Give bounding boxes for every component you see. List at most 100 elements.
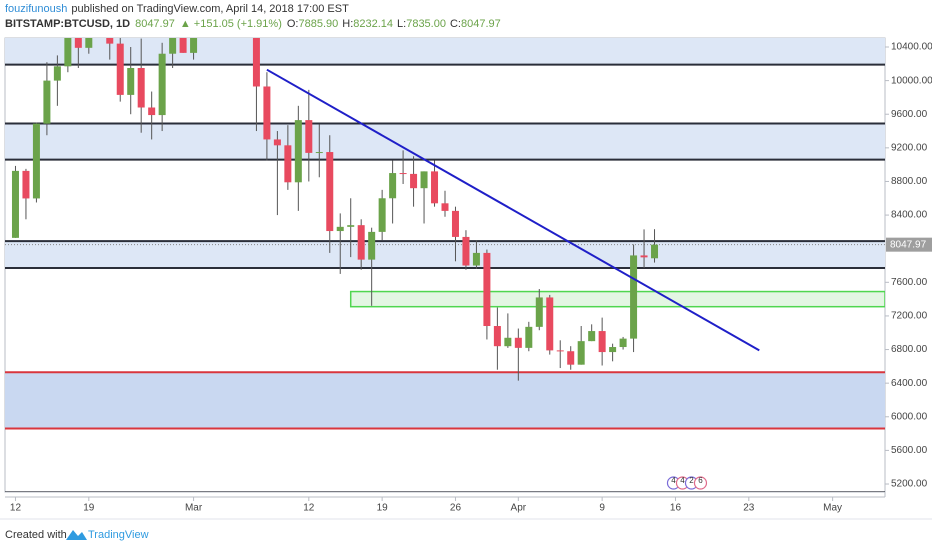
zone [5, 38, 885, 65]
x-tick-label: Apr [511, 503, 527, 514]
zone [5, 241, 885, 269]
box-zone [349, 290, 885, 308]
candle-body [74, 38, 82, 48]
candle-body [336, 226, 344, 232]
candle-body [431, 171, 439, 204]
candle-body [305, 120, 313, 153]
candle-body [410, 173, 418, 189]
candle-body [32, 123, 40, 199]
candle-body [315, 152, 323, 154]
y-tick-label: 7200.00 [891, 311, 928, 322]
event-badge [693, 476, 708, 490]
candle-body [378, 198, 386, 232]
candle-body [514, 337, 522, 348]
footer-brand: TradingView [88, 529, 149, 541]
x-tick-label: 19 [377, 503, 389, 514]
candle-body [158, 53, 166, 116]
candle-body [127, 68, 135, 95]
x-tick-label: May [823, 503, 842, 514]
y-tick-label: 6400.00 [891, 378, 928, 389]
zone [5, 372, 885, 429]
candle-body [11, 170, 19, 238]
y-tick-label: 5200.00 [891, 479, 928, 490]
y-tick-label: 10000.00 [891, 75, 932, 86]
x-tick-label: 12 [10, 503, 22, 514]
l-value: 7835.00 [406, 18, 446, 30]
x-tick-label: 26 [450, 503, 462, 514]
candle-body [53, 66, 61, 81]
candle-body [252, 38, 260, 87]
x-tick-label: 9 [599, 503, 605, 514]
candle-body [451, 210, 459, 237]
c-label: C: [450, 18, 461, 30]
candle-body [609, 347, 617, 353]
event-badge-label: 6 [698, 476, 703, 485]
candle-body [462, 236, 470, 266]
candle-body [284, 145, 292, 183]
x-tick-label: 16 [670, 503, 682, 514]
candle-body [640, 255, 648, 258]
h-label: H: [342, 18, 353, 30]
y-tick-label: 8800.00 [891, 176, 928, 187]
y-tick-label: 6000.00 [891, 411, 928, 422]
candle-body [493, 326, 501, 347]
last-price-label: 8047.97 [890, 239, 927, 250]
candle-body [137, 68, 145, 108]
y-tick-label: 6800.00 [891, 344, 928, 355]
candle-body [190, 38, 198, 53]
candle-body [357, 225, 365, 260]
change: ▲ +151.05 (+1.91%) [180, 18, 282, 30]
last: 8047.97 [135, 18, 175, 30]
symbol-line: BITSTAMP:BTCUSD, 1D 8047.97 ▲ +151.05 (+1.… [5, 18, 501, 30]
candle-body [525, 326, 533, 348]
header-line: fouzifunoush published on TradingView.com… [5, 3, 349, 15]
candle-body [106, 38, 114, 44]
event-badge-label: 4 [671, 476, 676, 485]
candle-body [85, 38, 93, 48]
candle-body [598, 331, 606, 353]
candle-body [169, 38, 177, 54]
y-tick-label: 9200.00 [891, 142, 928, 153]
candle-body [368, 231, 376, 260]
c-value: 8047.97 [461, 18, 501, 30]
published: published on TradingView.com, April 14, … [71, 3, 349, 15]
candle-body [64, 38, 72, 67]
candle-body [263, 86, 271, 140]
candle-body [546, 297, 554, 351]
o-label: O: [287, 18, 299, 30]
candle-body [535, 297, 543, 327]
candle-body [347, 225, 355, 227]
candle-body [619, 338, 627, 348]
y-tick-label: 9600.00 [891, 109, 928, 120]
candle-body [116, 43, 124, 95]
event-badge-label: 4 [680, 476, 685, 485]
candle-body [148, 107, 156, 116]
x-tick-label: Mar [185, 503, 203, 514]
y-tick-label: 5600.00 [891, 445, 928, 456]
author: fouzifunoush [5, 3, 67, 15]
candle-body [483, 252, 491, 327]
candle-body [399, 173, 407, 175]
y-tick-label: 8400.00 [891, 210, 928, 221]
candle-body [630, 255, 638, 339]
trendline [266, 68, 760, 352]
candle-body [577, 341, 585, 365]
tv-logo [66, 530, 87, 540]
plot [5, 38, 885, 492]
l-label: L: [397, 18, 406, 30]
o-value: 7885.90 [298, 18, 338, 30]
candle-body [43, 80, 51, 124]
candle-body [179, 38, 187, 53]
x-tick-label: 19 [83, 503, 95, 514]
candle-body [651, 244, 659, 259]
x-tick-label: 12 [303, 503, 315, 514]
event-badge-label: 2 [689, 476, 694, 485]
candle-body [326, 152, 334, 232]
symbol: BITSTAMP:BTCUSD, 1D [5, 18, 130, 30]
candle-body [556, 350, 564, 352]
candle-body [22, 170, 30, 199]
footer-created: Created with [5, 529, 67, 541]
